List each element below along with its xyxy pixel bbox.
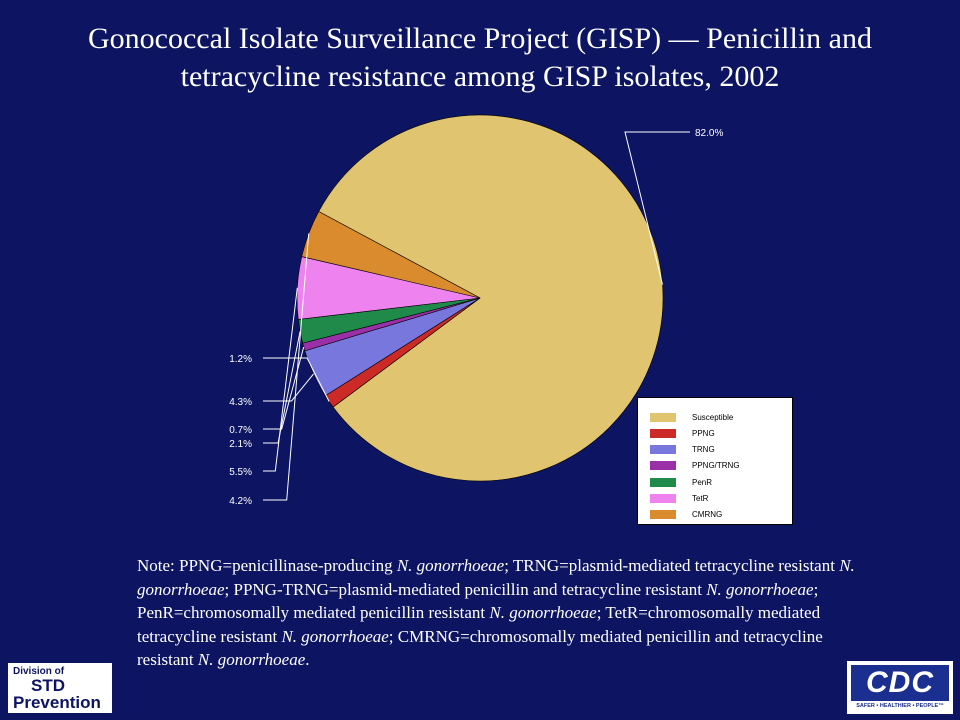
note-organism: N. gonorrhoeae — [706, 579, 814, 599]
data-label: 82.0% — [695, 128, 723, 139]
leader-line — [263, 346, 305, 430]
pie-data-labels: 82.0% 1.2% 4.3% 0.7% 2.1% 5.5% 4.2% — [229, 128, 723, 507]
note-text: ; PenR=chromosomally mediated penicillin… — [137, 579, 819, 623]
cdc-logo-wordmark: CDC — [851, 665, 949, 701]
note-organism: N. gonorrhoeae — [396, 556, 505, 575]
legend-swatch — [650, 494, 676, 503]
legend-label: TetR — [692, 494, 709, 503]
legend-label: PPNG/TRNG — [692, 461, 740, 471]
leader-line — [263, 287, 298, 472]
data-label: 4.2% — [229, 496, 252, 507]
note-text: ; TRNG=plasmid-mediated tetracycline res… — [504, 556, 840, 575]
legend-item: PenR — [650, 475, 712, 489]
legend-item: TRNG — [650, 443, 715, 457]
cdc-logo-tagline: SAFER • HEALTHIER • PEOPLE™ — [856, 703, 944, 709]
note-text: Note: PPNG=penicillinase-producing — [137, 556, 397, 575]
legend-label: CMRNG — [692, 510, 723, 520]
pie-slice-susceptible — [318, 114, 664, 482]
legend-swatch — [650, 445, 676, 455]
std-logo-line-1: Division of — [13, 666, 65, 677]
title-line-1: Gonococcal Isolate Surveillance Project … — [88, 22, 872, 55]
note-text: . — [305, 650, 310, 669]
legend-swatch — [650, 477, 676, 487]
division-of-std-prevention-logo: Division of STD Prevention — [8, 663, 112, 713]
note-organism: N. gonorrhoeae — [489, 603, 597, 622]
note-text: ; TetR=chromosomally mediated tetracycli… — [137, 603, 821, 646]
pie-slices — [296, 114, 664, 482]
note-organism: N. gonorrhoeae — [281, 626, 389, 646]
abbreviation-note: Note: PPNG=penicillinase-producing N. go… — [137, 554, 857, 672]
legend-swatch — [650, 428, 676, 438]
std-logo-line-3: Prevention — [13, 693, 101, 712]
pie-leader-lines — [263, 131, 690, 501]
legend-swatch — [650, 412, 676, 422]
legend-label: PenR — [692, 477, 713, 487]
legend-label: PPNG — [692, 428, 715, 438]
legend-label: TRNG — [692, 445, 715, 455]
data-label: 0.7% — [229, 425, 252, 436]
legend-swatch — [650, 510, 676, 520]
leader-line — [263, 233, 310, 501]
std-logo-line-2: STD — [31, 676, 65, 695]
note-organism: N. gonorrhoeae — [197, 650, 306, 669]
title-line-2: tetracycline resistance among GISP isola… — [180, 60, 780, 93]
data-label: 4.3% — [229, 397, 252, 408]
note-text: ; PPNG-TRNG=plasmid-mediated penicillin … — [224, 579, 707, 599]
data-label: 2.1% — [229, 439, 252, 450]
leader-line — [624, 131, 690, 285]
legend-item: CMRNG — [650, 508, 722, 522]
legend-item: Susceptible — [650, 410, 733, 424]
cdc-logo: CDC SAFER • HEALTHIER • PEOPLE™ — [847, 661, 953, 714]
leader-line — [263, 357, 330, 402]
leader-line — [263, 373, 314, 402]
leader-line — [263, 331, 301, 444]
legend-item: PPNG/TRNG — [650, 459, 740, 473]
note-organism: N. gonorrhoeae — [137, 556, 855, 599]
legend-item: TetR — [650, 492, 708, 506]
legend-label: Susceptible — [692, 412, 734, 422]
note-text: ; CMRNG=chromosomally mediated penicilli… — [137, 626, 823, 670]
legend-swatch — [650, 461, 676, 471]
page-title: Gonococcal Isolate Surveillance Project … — [20, 20, 940, 96]
chart-legend: Susceptible PPNG TRNG PPNG/TRNG PenR TetR CMRN… — [637, 397, 793, 525]
data-label: 1.2% — [229, 354, 252, 365]
data-label: 5.5% — [229, 467, 252, 478]
legend-item: PPNG — [650, 426, 715, 440]
